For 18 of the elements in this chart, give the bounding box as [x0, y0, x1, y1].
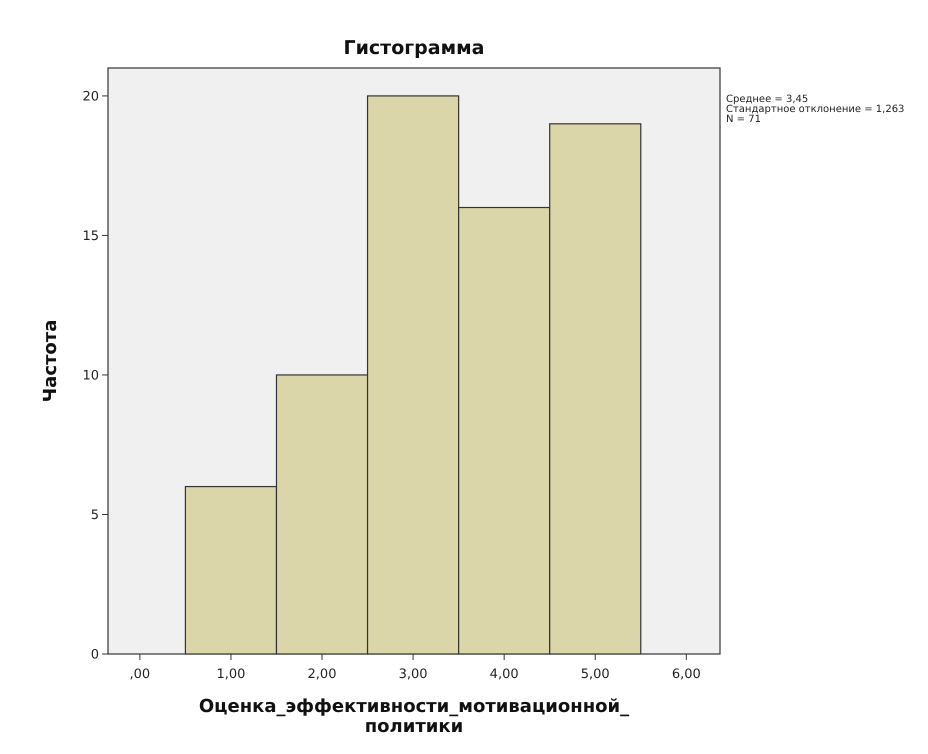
y-tick-label: 20 — [82, 89, 99, 104]
y-tick-label: 0 — [90, 648, 99, 663]
chart-title: Гистограмма — [344, 37, 484, 59]
y-tick-label: 5 — [90, 508, 99, 524]
x-tick-label: 2,00 — [308, 667, 336, 682]
y-axis-title: Частота — [40, 320, 61, 402]
x-tick-label: 6,00 — [672, 667, 701, 682]
y-tick-label: 15 — [82, 228, 99, 244]
text: Стандартное отклонение = 1,263 — [726, 104, 904, 115]
x-tick-label: 5,00 — [580, 667, 610, 682]
text: Среднее = 3,45 — [726, 94, 808, 105]
x-tick-label: 3,00 — [398, 667, 428, 682]
y-tick-label: 10 — [82, 368, 99, 384]
x-tick-label: 4,00 — [490, 667, 519, 682]
x-tick-label: ,00 — [130, 667, 150, 682]
x-tick-label: 1,00 — [216, 667, 246, 682]
x-axis-title: Оценка_эффективности_мотивационной_политики — [198, 696, 630, 737]
text: N = 71 — [726, 114, 761, 125]
